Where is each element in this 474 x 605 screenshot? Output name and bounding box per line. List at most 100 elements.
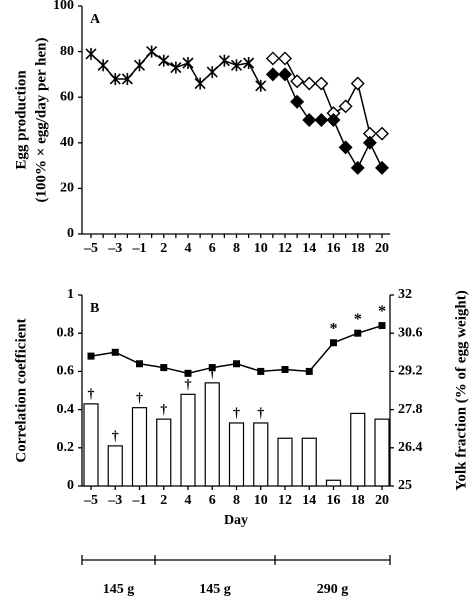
- bar: [83, 403, 99, 487]
- x-axis-label: Day: [224, 513, 248, 528]
- marker: [326, 113, 341, 127]
- x-tick-label: –1: [132, 241, 147, 256]
- marker: [121, 72, 133, 85]
- x-tick-label: 10: [254, 493, 268, 508]
- marker: [243, 57, 255, 69]
- y-tick-label: 0.4: [57, 402, 75, 417]
- bar: [228, 422, 245, 487]
- series-line: [272, 57, 382, 135]
- y-tick-label: 27.8: [398, 402, 423, 417]
- marker: [206, 66, 218, 79]
- bar-annotation: †: [209, 366, 216, 381]
- marker: [362, 135, 377, 150]
- marker: [338, 140, 353, 155]
- marker: [375, 160, 389, 175]
- marker: [146, 45, 158, 58]
- marker: [182, 57, 194, 69]
- marker: [233, 360, 240, 368]
- marker: [136, 360, 143, 368]
- bar: [350, 412, 366, 487]
- marker: [87, 352, 95, 360]
- x-tick-label: 4: [185, 493, 192, 508]
- x-tick-label: 2: [160, 493, 167, 508]
- x-tick-label: –5: [83, 493, 98, 508]
- y-tick-label: 26.4: [398, 440, 423, 455]
- marker: [97, 59, 109, 72]
- y2-axis-label: Yolk fraction (% of egg weight): [453, 290, 469, 490]
- bar: [253, 422, 269, 487]
- x-tick-label: 8: [233, 241, 240, 256]
- marker: [85, 47, 97, 60]
- x-tick-label: 20: [375, 241, 389, 256]
- x-tick-label: 6: [209, 493, 216, 508]
- y-axis-label: (100% × egg/day per hen): [33, 38, 49, 203]
- y-tick-label: 25: [398, 478, 412, 493]
- marker: [133, 59, 146, 72]
- marker: [158, 54, 170, 67]
- marker: [170, 61, 182, 74]
- y-tick-label: 30.6: [398, 325, 423, 340]
- marker: [302, 113, 317, 127]
- bar: [107, 445, 123, 487]
- x-tick-label: 16: [327, 241, 341, 256]
- y-tick-label: 29.2: [398, 364, 423, 379]
- bar: [301, 437, 317, 487]
- bar: [180, 393, 196, 487]
- x-tick-label: –3: [107, 493, 122, 508]
- y-tick-label: 32: [398, 287, 412, 302]
- marker: [265, 67, 280, 82]
- bar-annotation: †: [112, 429, 119, 444]
- x-tick-label: 6: [209, 241, 216, 256]
- marker: [278, 51, 292, 66]
- bar: [374, 418, 390, 487]
- marker: [302, 76, 317, 91]
- x-tick-label: 14: [302, 493, 316, 508]
- marker: [194, 77, 206, 90]
- marker: [378, 322, 386, 330]
- y-tick-label: 40: [60, 135, 74, 150]
- line-annotation: *: [330, 320, 338, 337]
- bar: [277, 437, 293, 487]
- bar-annotation: †: [233, 406, 240, 421]
- y-tick-label: 0.8: [57, 325, 75, 340]
- marker: [350, 160, 365, 175]
- marker: [278, 67, 292, 82]
- y-tick-label: 0.6: [57, 364, 75, 379]
- bar: [156, 418, 172, 487]
- x-tick-label: 20: [375, 493, 389, 508]
- marker: [184, 369, 192, 377]
- y-tick-label: 100: [53, 0, 74, 13]
- marker: [257, 367, 265, 375]
- marker: [111, 348, 119, 356]
- bar: [325, 479, 342, 487]
- marker: [330, 339, 337, 347]
- x-tick-label: 16: [327, 493, 341, 508]
- y-tick-label: 1: [67, 287, 74, 302]
- y-axis-label: Egg production: [13, 70, 29, 170]
- marker: [218, 54, 230, 67]
- marker: [160, 364, 168, 372]
- panel-label: A: [90, 12, 101, 27]
- marker: [230, 59, 243, 72]
- x-tick-label: 8: [233, 493, 240, 508]
- marker: [350, 76, 365, 91]
- x-tick-label: 12: [278, 241, 292, 256]
- x-tick-label: 18: [351, 493, 365, 508]
- x-tick-label: –1: [132, 493, 147, 508]
- y-tick-label: 0.2: [57, 440, 75, 455]
- x-tick-label: 14: [302, 241, 316, 256]
- period-label: 290 g: [317, 582, 349, 597]
- y-tick-label: 80: [60, 44, 74, 59]
- marker: [305, 367, 313, 375]
- marker: [314, 76, 329, 91]
- bar-annotation: †: [88, 387, 95, 402]
- panel-label: B: [90, 301, 99, 316]
- bar-annotation: †: [257, 406, 264, 421]
- bar-annotation: †: [136, 391, 143, 406]
- x-tick-label: 18: [351, 241, 365, 256]
- y-tick-label: 0: [67, 226, 74, 241]
- marker: [265, 51, 280, 66]
- bar: [204, 382, 220, 487]
